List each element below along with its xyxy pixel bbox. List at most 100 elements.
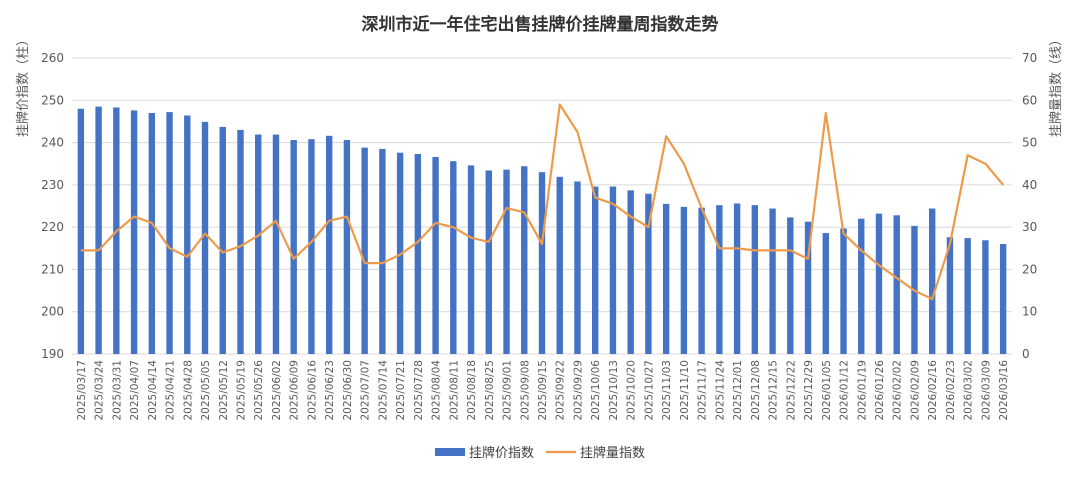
x-tick-label: 2025/12/22	[785, 360, 797, 421]
bar	[343, 140, 351, 354]
x-tick-label: 2025/07/07	[360, 360, 372, 421]
x-tick-label: 2025/04/07	[129, 360, 141, 421]
x-tick-label: 2026/03/16	[998, 360, 1010, 421]
bar	[751, 205, 759, 354]
legend-line-label: 挂牌量指数	[580, 445, 645, 461]
x-tick-label: 2025/12/15	[768, 360, 780, 421]
bar	[201, 121, 209, 354]
bar	[627, 190, 634, 354]
x-tick-label: 2025/05/12	[218, 360, 230, 421]
x-tick-label: 2025/07/21	[395, 360, 407, 421]
y-right-tick-label: 10	[1022, 305, 1037, 319]
y-left-tick-label: 250	[41, 93, 64, 107]
x-tick-label: 2025/04/21	[165, 360, 177, 421]
y-axis-right: 0 10 20 30 40 50 60 70	[1022, 51, 1037, 361]
y-axis-left: 190 200 210 220 230 240 250 260	[41, 51, 64, 361]
chart-title: 深圳市近一年住宅出售挂牌价挂牌量周指数走势	[362, 14, 719, 35]
x-tick-label: 2026/02/02	[892, 360, 904, 421]
x-tick-label: 2025/03/24	[94, 360, 106, 421]
y-axis-right-label: 挂牌量指数（线）	[1048, 33, 1064, 137]
bar	[485, 170, 492, 354]
y-right-tick-label: 0	[1022, 347, 1030, 361]
legend: 挂牌价指数 挂牌量指数	[435, 445, 645, 461]
bar	[982, 240, 989, 354]
bar-series	[77, 106, 1007, 354]
x-tick-label: 2025/09/22	[555, 360, 567, 421]
y-left-tick-label: 260	[41, 51, 64, 65]
x-tick-label: 2025/09/08	[519, 360, 531, 421]
bar	[556, 176, 563, 354]
bar	[130, 110, 138, 354]
y-right-tick-label: 40	[1022, 178, 1037, 192]
legend-bar-swatch	[435, 448, 465, 456]
x-tick-label: 2025/06/23	[324, 360, 336, 421]
bar	[361, 147, 368, 354]
y-left-tick-label: 200	[41, 305, 64, 319]
x-tick-label: 2025/12/08	[750, 360, 762, 421]
x-tick-label: 2026/02/23	[945, 360, 957, 421]
x-tick-label: 2025/12/29	[803, 360, 815, 421]
y-right-tick-label: 30	[1022, 220, 1037, 234]
line-series	[80, 103, 1004, 301]
bar	[290, 140, 297, 354]
x-tick-label: 2025/05/26	[253, 360, 265, 421]
bar	[946, 237, 954, 354]
x-tick-label: 2026/02/16	[927, 360, 939, 421]
y-right-tick-label: 20	[1022, 262, 1037, 276]
x-tick-label: 2025/11/03	[661, 360, 673, 421]
x-tick-label: 2025/03/31	[111, 360, 123, 421]
x-tick-label: 2025/07/14	[377, 360, 389, 421]
bar	[804, 221, 812, 354]
y-right-tick-label: 70	[1022, 51, 1037, 65]
x-tick-label: 2025/05/19	[235, 360, 247, 421]
x-tick-label: 2025/11/17	[697, 360, 709, 421]
bar	[840, 228, 847, 354]
x-tick-label: 2025/11/24	[714, 360, 726, 421]
bar	[609, 186, 617, 354]
bar	[645, 193, 652, 354]
x-tick-label: 2026/03/02	[963, 360, 975, 421]
x-tick-label: 2025/06/16	[306, 360, 318, 421]
bar	[538, 172, 546, 354]
bar	[237, 129, 244, 354]
x-tick-label: 2025/04/28	[182, 360, 194, 421]
x-tick-label: 2025/10/13	[608, 360, 620, 421]
bar	[521, 166, 528, 354]
bar	[928, 208, 936, 354]
x-tick-label: 2026/02/09	[909, 360, 921, 421]
x-tick-label: 2026/03/09	[980, 360, 992, 421]
bar	[875, 213, 883, 354]
bar	[450, 161, 457, 354]
x-tick-label: 2025/07/28	[413, 360, 425, 421]
bar	[272, 134, 280, 354]
x-tick-label: 2025/06/09	[289, 360, 301, 421]
x-tick-label: 2025/10/06	[590, 360, 602, 421]
x-tick-label: 2025/09/15	[537, 360, 549, 421]
x-tick-label: 2025/04/14	[147, 360, 159, 421]
x-tick-label: 2025/03/17	[76, 360, 88, 421]
series-line	[80, 103, 1004, 301]
bar	[662, 203, 670, 354]
bar	[964, 238, 971, 354]
bar	[503, 169, 510, 354]
bar	[432, 156, 439, 354]
x-tick-label: 2025/08/25	[484, 360, 496, 421]
x-tick-label: 2025/10/20	[626, 360, 638, 421]
x-tick-label: 2026/01/05	[821, 360, 833, 421]
bar	[95, 106, 102, 354]
bar	[184, 115, 191, 354]
bar	[698, 207, 705, 354]
y-left-tick-label: 220	[41, 220, 64, 234]
y-right-tick-label: 50	[1022, 136, 1037, 150]
x-tick-label: 2025/09/29	[572, 360, 584, 421]
x-tick-label: 2026/01/19	[856, 360, 868, 421]
bar	[716, 205, 723, 354]
bar	[574, 181, 581, 354]
bar	[769, 208, 776, 354]
y-left-tick-label: 230	[41, 178, 64, 192]
bar	[255, 134, 262, 354]
x-tick-label: 2026/01/12	[839, 360, 851, 421]
bar	[893, 215, 900, 354]
